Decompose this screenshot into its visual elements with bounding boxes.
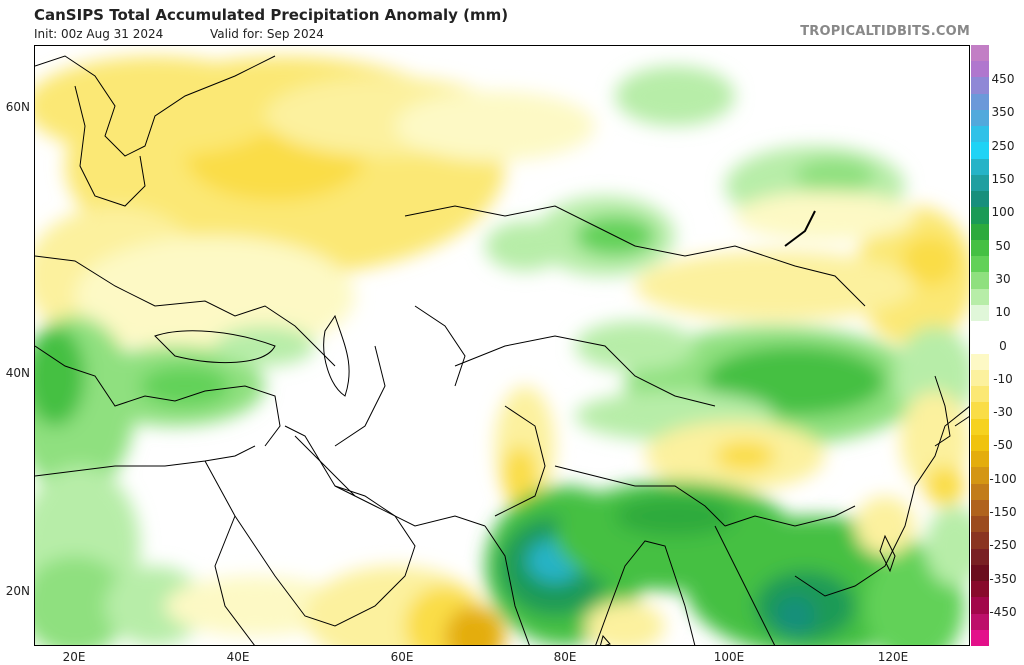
colorbar-segment bbox=[971, 239, 989, 257]
lon-label-60e: 60E bbox=[390, 650, 414, 664]
colorbar-segment bbox=[971, 629, 989, 647]
colorbar-segment bbox=[971, 451, 989, 468]
colorbar-segment bbox=[971, 93, 989, 111]
colorbar-segment bbox=[971, 483, 989, 501]
map-title: CanSIPS Total Accumulated Precipitation … bbox=[34, 6, 509, 24]
colorbar-segment bbox=[971, 418, 989, 436]
colorbar-label: 0 bbox=[999, 338, 1007, 353]
colorbar-segment bbox=[971, 174, 989, 192]
colorbar-segment bbox=[971, 402, 989, 420]
brand-watermark: TROPICALTIDBITS.COM bbox=[800, 24, 970, 39]
colorbar-segment bbox=[971, 223, 989, 241]
colorbar-label: 10 bbox=[995, 305, 1011, 320]
lon-label-40e: 40E bbox=[226, 650, 250, 664]
colorbar-label: 30 bbox=[995, 271, 1011, 286]
colorbar-segment bbox=[971, 207, 989, 225]
colorbar-segment bbox=[971, 369, 989, 387]
colorbar-label: 250 bbox=[991, 138, 1015, 153]
colorbar-label: 450 bbox=[991, 72, 1015, 86]
colorbar-segment bbox=[971, 548, 989, 566]
colorbar-label: 350 bbox=[991, 105, 1015, 120]
colorbar-segment bbox=[971, 109, 989, 127]
colorbar-segment bbox=[971, 304, 989, 322]
colorbar-segment bbox=[971, 126, 989, 143]
lon-label-80e: 80E bbox=[553, 650, 577, 664]
colorbar-segment bbox=[971, 142, 989, 160]
colorbar-label: -10 bbox=[993, 371, 1013, 386]
colorbar-segment bbox=[971, 386, 989, 403]
colorbar-label: -450 bbox=[989, 605, 1017, 619]
colorbar-segment bbox=[971, 337, 989, 355]
colorbar-segment bbox=[971, 353, 989, 371]
lat-label-20n: 20N bbox=[5, 584, 30, 598]
colorbar-label: -250 bbox=[989, 538, 1017, 553]
lat-label-60n: 60N bbox=[5, 100, 30, 114]
lon-label-20e: 20E bbox=[62, 650, 86, 664]
precip-anomaly-map bbox=[34, 45, 970, 646]
colorbar-segment bbox=[971, 564, 989, 582]
lat-label-40n: 40N bbox=[5, 366, 30, 380]
colorbar-segment bbox=[971, 45, 989, 62]
colorbar-label: -350 bbox=[989, 571, 1017, 586]
colorbar-segment bbox=[971, 272, 989, 290]
colorbar-segment bbox=[971, 256, 989, 273]
colorbar-segment bbox=[971, 499, 989, 517]
valid-time: Valid for: Sep 2024 bbox=[210, 27, 324, 41]
colorbar-label: -100 bbox=[989, 471, 1017, 486]
colorbar-segment bbox=[971, 581, 989, 598]
colorbar-segment bbox=[971, 61, 989, 78]
colorbar-segment bbox=[971, 613, 989, 631]
lon-label-120e: 120E bbox=[877, 650, 909, 664]
colorbar bbox=[971, 45, 989, 647]
colorbar-segment bbox=[971, 77, 989, 95]
colorbar-segment bbox=[971, 516, 989, 533]
colorbar-label: -30 bbox=[993, 405, 1013, 420]
colorbar-segment bbox=[971, 467, 989, 485]
colorbar-label: -150 bbox=[989, 505, 1017, 520]
colorbar-segment bbox=[971, 532, 989, 550]
colorbar-segment bbox=[971, 597, 989, 614]
map-svg bbox=[35, 46, 969, 645]
lon-label-100e: 100E bbox=[713, 650, 745, 664]
colorbar-segment bbox=[971, 288, 989, 306]
colorbar-segment bbox=[971, 191, 989, 208]
colorbar-label: 50 bbox=[995, 238, 1011, 253]
colorbar-segment bbox=[971, 321, 989, 338]
colorbar-segment bbox=[971, 158, 989, 176]
colorbar-segment bbox=[971, 434, 989, 452]
coastlines bbox=[35, 55, 969, 645]
colorbar-label: 100 bbox=[991, 205, 1015, 220]
init-time: Init: 00z Aug 31 2024 bbox=[34, 27, 164, 41]
colorbar-label: -50 bbox=[993, 438, 1013, 453]
colorbar-label: 150 bbox=[991, 171, 1015, 186]
